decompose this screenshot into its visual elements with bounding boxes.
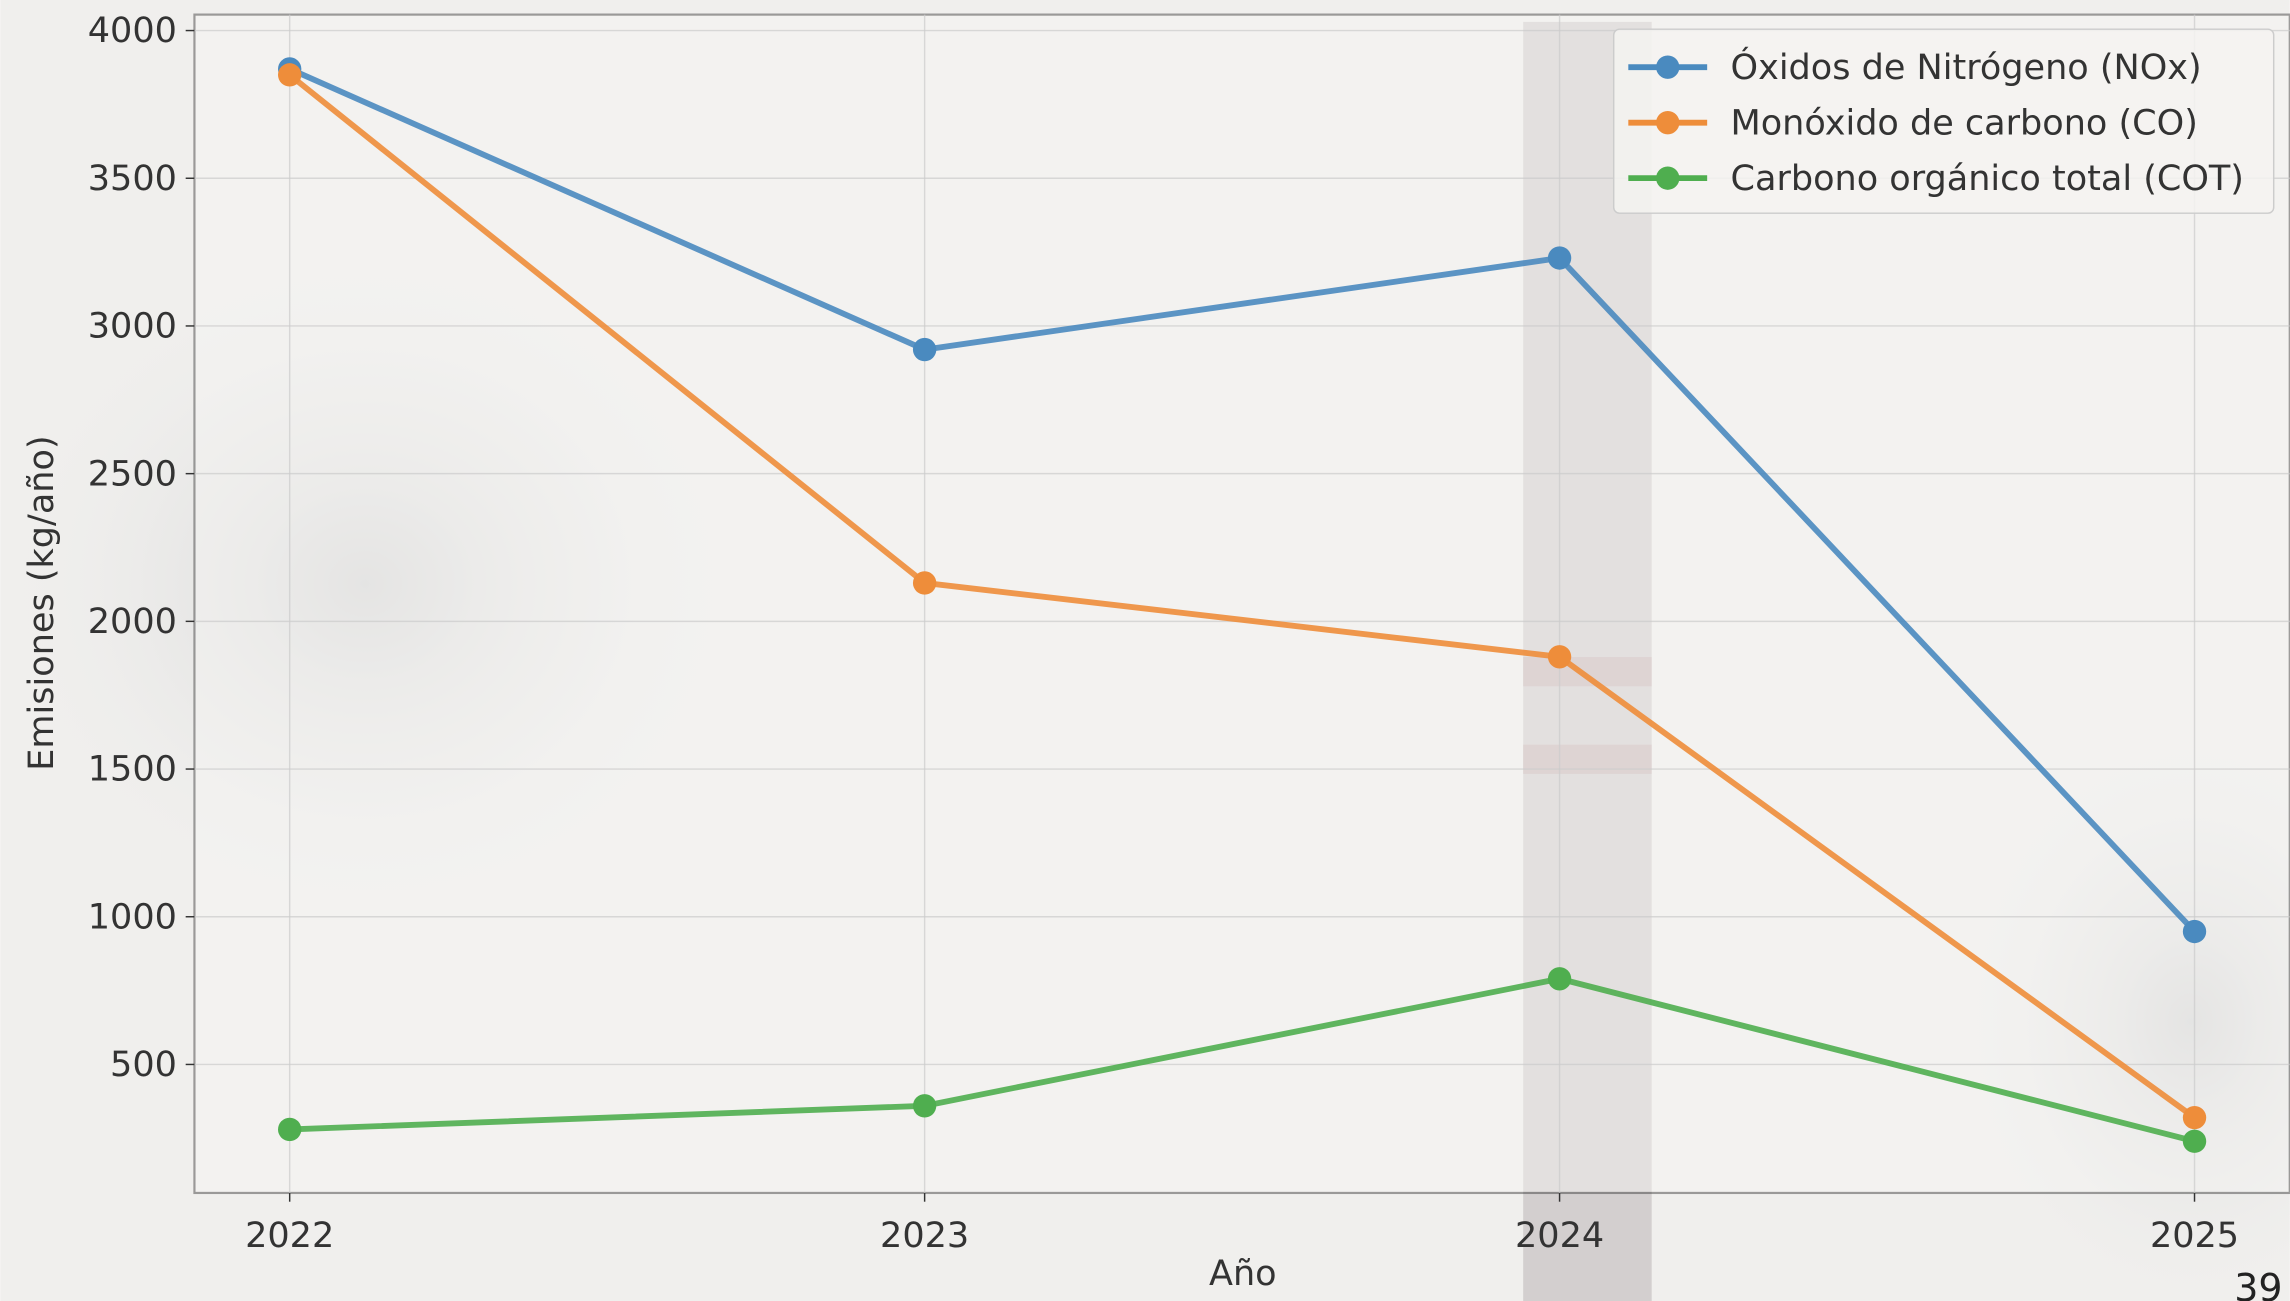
legend-label: Monóxido de carbono (CO) [1731,102,2198,143]
page: Año Emisiones (kg/año) 39 500 1000 1500 200… [0,0,2290,1301]
data-point [2183,920,2206,943]
x-axis-label: Año [1209,1253,1277,1294]
data-point [1548,246,1571,269]
x-tick-label: 2025 [2150,1215,2239,1256]
y-tick-label: 3500 [88,158,177,199]
data-point [913,1094,936,1117]
legend-label: Carbono orgánico total (COT) [1731,158,2244,199]
y-tick-label: 1000 [88,896,177,937]
legend-label: Óxidos de Nitrógeno (NOx) [1731,46,2202,88]
data-point [1548,967,1571,990]
y-axis-label: Emisiones (kg/año) [21,435,62,770]
chart: Año Emisiones (kg/año) 39 500 1000 1500 200… [0,0,2290,1301]
data-point [278,1118,301,1141]
y-tick-label: 2000 [88,601,177,642]
y-tick-label: 500 [110,1044,177,1085]
legend-marker [1656,111,1679,134]
legend-marker [1656,166,1679,189]
data-point [2183,1106,2206,1129]
x-tick-label: 2023 [880,1215,969,1256]
y-tick-label: 4000 [88,10,177,51]
y-tick-label: 1500 [88,749,177,790]
x-tick-label: 2022 [245,1215,334,1256]
y-tick-label: 3000 [88,306,177,347]
data-point [913,571,936,594]
data-point [1548,645,1571,668]
y-tick-label: 2500 [88,453,177,494]
legend-marker [1656,55,1679,78]
page-number: 39 [2234,1266,2282,1301]
data-point [278,63,301,86]
data-point [913,338,936,361]
x-tick-label: 2024 [1515,1215,1604,1256]
data-point [2183,1130,2206,1153]
